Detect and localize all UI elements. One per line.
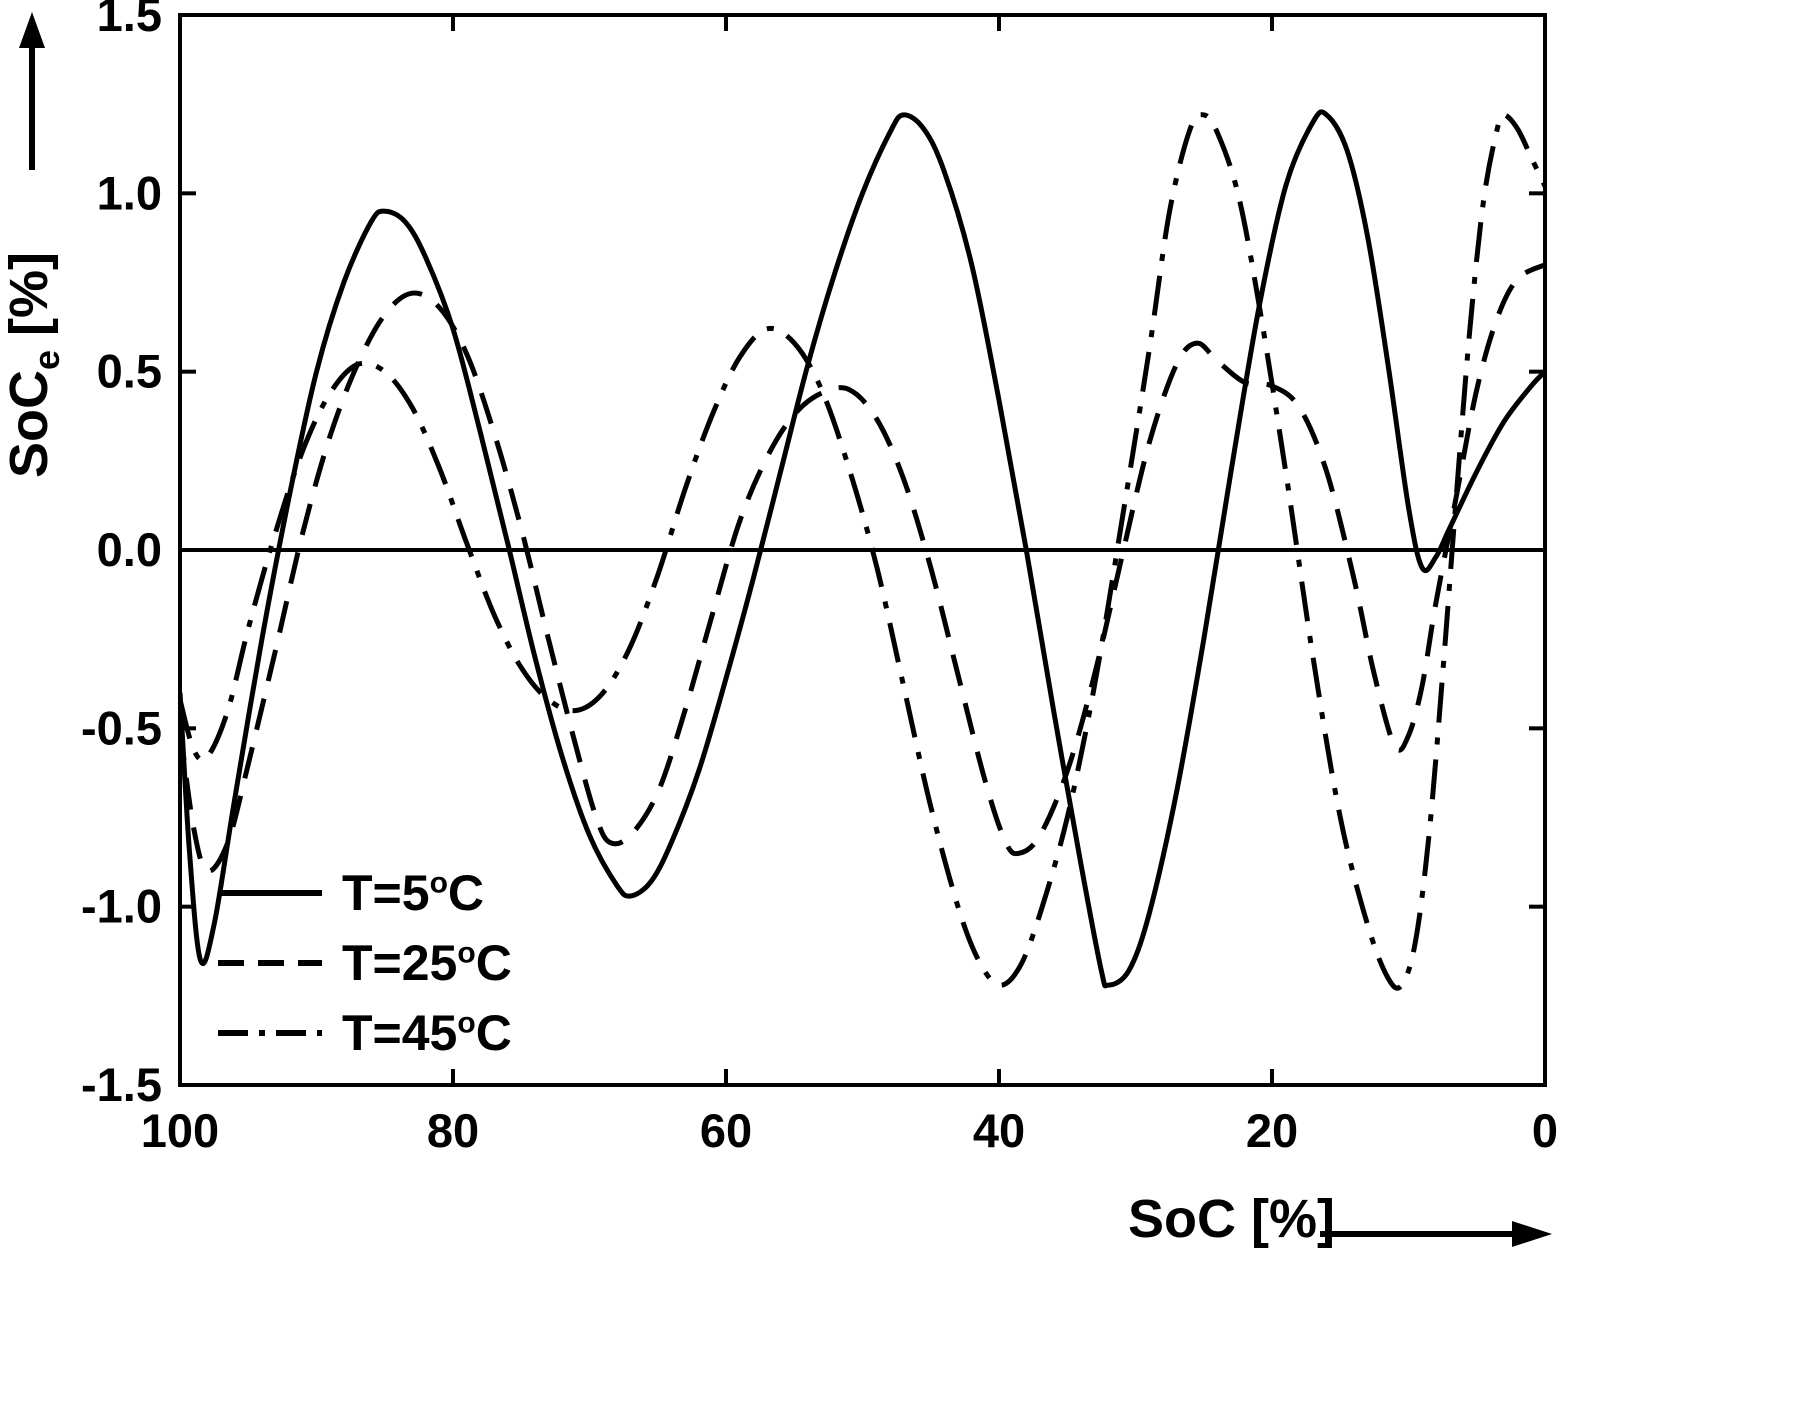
legend-label-t45-degree: o [457, 1006, 476, 1040]
y-tick-label: -1.0 [81, 880, 162, 933]
legend-label-t25-unit: C [475, 935, 512, 991]
legend-item-t25: T=25oC [218, 928, 512, 998]
legend-solid-line-sample [218, 890, 322, 896]
series-line-T=45°C [180, 112, 1545, 991]
x-tick-label: 60 [700, 1104, 752, 1157]
y-axis-up-arrow-icon [19, 12, 45, 170]
legend-label-t5-text: T=5 [342, 865, 430, 921]
series-line-T=5°C [180, 109, 1545, 989]
y-axis-label-subscript: e [25, 349, 67, 371]
y-axis-label: SoCe [%] [0, 252, 68, 478]
x-axis-right-arrow-icon [1320, 1221, 1552, 1247]
legend-label-t25-text: T=25 [342, 935, 458, 991]
y-axis-label-unit: [%] [0, 251, 60, 336]
x-tick-label: 0 [1532, 1104, 1558, 1157]
x-tick-label: 40 [973, 1104, 1025, 1157]
legend-label-t5-degree: o [429, 866, 448, 900]
y-tick-label: 0.0 [97, 523, 162, 576]
x-tick-label: 20 [1246, 1104, 1298, 1157]
legend-item-t45: T=45oC [218, 998, 512, 1068]
legend-label-t45: T=45oC [342, 1004, 512, 1062]
legend-dashdot-line-sample [218, 1030, 322, 1036]
x-axis-label: SoC [%] [1128, 1189, 1335, 1249]
y-axis-label-base: SoC [0, 370, 60, 479]
y-axis-label-wrap: SoCe [%] [0, 150, 68, 580]
legend: T=5oC T=25oC T=45oC [218, 858, 512, 1068]
legend-dashed-line-sample [218, 960, 322, 966]
legend-label-t5-unit: C [447, 865, 484, 921]
legend-label-t45-unit: C [475, 1005, 512, 1061]
legend-label-t25: T=25oC [342, 934, 512, 992]
legend-label-t45-text: T=45 [342, 1005, 458, 1061]
x-tick-label: 80 [427, 1104, 479, 1157]
legend-label-t5: T=5oC [342, 864, 484, 922]
y-tick-label: 0.5 [97, 345, 162, 398]
y-tick-label: -0.5 [81, 701, 162, 754]
y-tick-label: -1.5 [81, 1058, 162, 1111]
x-tick-label: 100 [141, 1104, 219, 1157]
legend-label-t25-degree: o [457, 936, 476, 970]
y-tick-label: 1.0 [97, 166, 162, 219]
series-line-T=25°C [180, 262, 1545, 874]
legend-item-t5: T=5oC [218, 858, 512, 928]
y-tick-label: 1.5 [97, 0, 162, 41]
